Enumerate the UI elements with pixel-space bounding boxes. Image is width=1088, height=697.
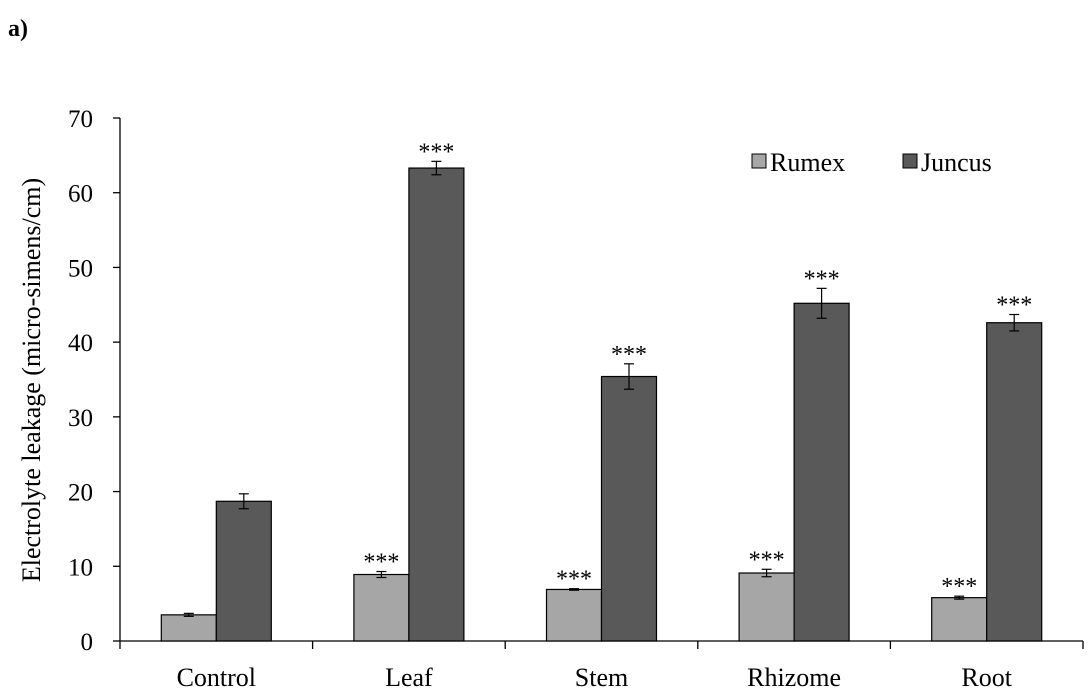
bar-rumex <box>931 597 988 642</box>
y-axis-title: Electrolyte leakage (micro-simens/cm) <box>17 178 46 582</box>
plot-area: 0 10 20 30 40 50 60 70 Control *** *** Leaf *** *** St… <box>68 106 1084 692</box>
bar-rumex <box>738 572 795 642</box>
bar-juncus <box>793 302 850 642</box>
bar-rumex <box>353 573 410 642</box>
y-tick-label: 60 <box>68 181 93 208</box>
x-category-label: Leaf <box>385 663 433 692</box>
significance-label: *** <box>804 266 840 292</box>
bar-juncus <box>986 322 1043 642</box>
x-category-label: Stem <box>575 663 628 692</box>
y-tick-label: 40 <box>68 330 93 357</box>
x-category-label: Root <box>961 663 1012 692</box>
bar-rumex <box>545 588 603 642</box>
legend: Rumex Juncus <box>751 148 992 177</box>
x-category-label: Rhizome <box>747 663 841 692</box>
y-tick-label: 70 <box>68 106 93 133</box>
legend-swatch-juncus <box>902 153 918 169</box>
panel-label: a) <box>8 16 28 42</box>
bar-juncus <box>215 500 272 642</box>
significance-label: *** <box>556 567 592 593</box>
legend-label-juncus: Juncus <box>921 148 992 177</box>
legend-swatch-rumex <box>751 153 767 169</box>
legend-label-rumex: Rumex <box>770 148 845 177</box>
significance-label: *** <box>941 574 977 600</box>
y-tick-label: 10 <box>68 554 93 581</box>
significance-label: *** <box>996 292 1032 318</box>
x-category-label: Control <box>177 663 256 692</box>
significance-label: *** <box>418 139 454 165</box>
y-tick-label: 20 <box>68 480 93 507</box>
significance-label: *** <box>611 342 647 368</box>
y-tick-label: 30 <box>68 405 93 432</box>
significance-label: *** <box>749 547 785 573</box>
y-tick-label: 0 <box>81 629 94 656</box>
bar-rumex <box>160 614 217 642</box>
significance-label: *** <box>363 550 399 576</box>
bar-juncus <box>408 167 465 642</box>
bar-juncus <box>600 375 658 642</box>
y-tick-label: 50 <box>68 255 93 282</box>
